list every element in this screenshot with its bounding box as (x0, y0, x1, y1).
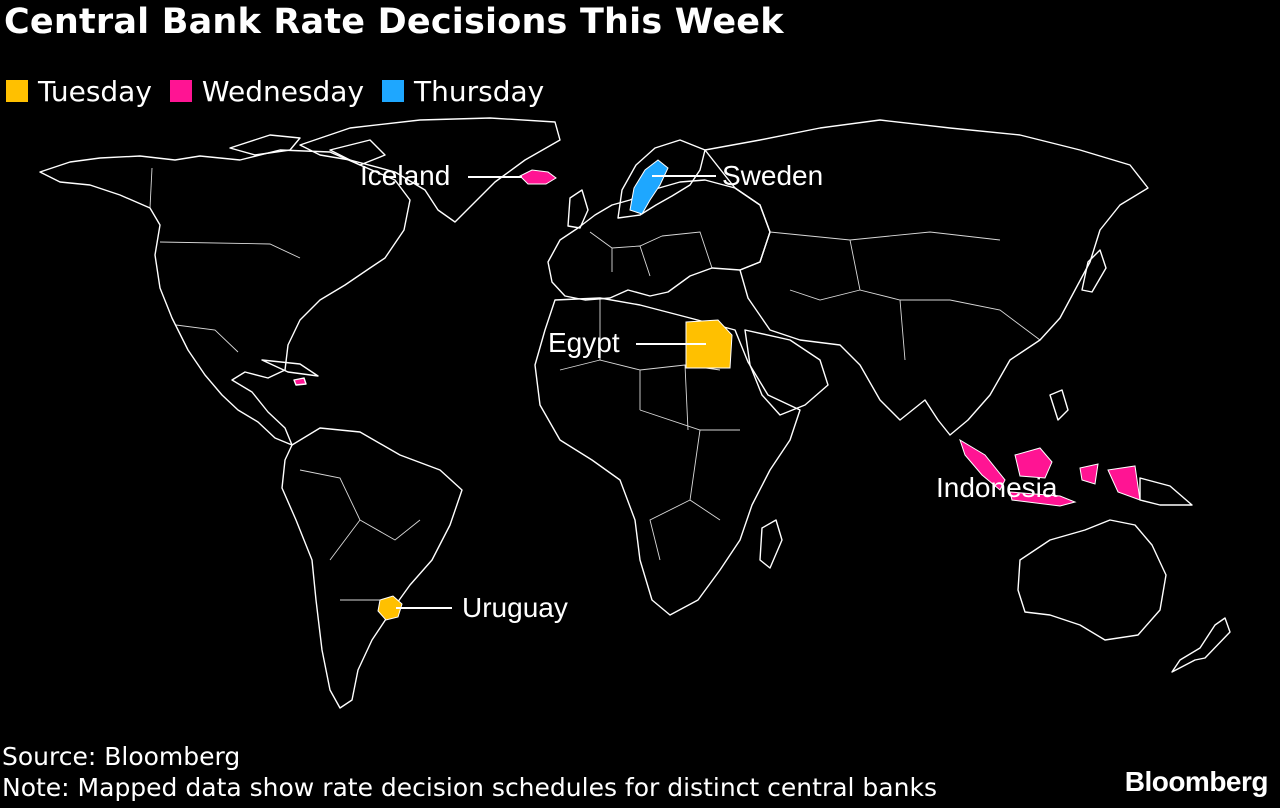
us-canada-border (159, 241, 301, 259)
source-note: Source: Bloomberg (2, 742, 241, 771)
new-zealand-outline (1171, 617, 1231, 673)
world-map: Iceland Sweden Egypt Indonesia Uruguay (39, 117, 1231, 709)
africa-outline (534, 297, 801, 616)
south-america-borders (299, 469, 421, 601)
uruguay-label: Uruguay (462, 592, 568, 623)
south-america-outline (281, 427, 463, 709)
egypt-label: Egypt (548, 327, 620, 358)
sweden-shape (629, 159, 669, 215)
philippines-outline (1049, 389, 1069, 421)
legend-item-tuesday: Tuesday (6, 75, 152, 108)
scandinavia-outline (617, 139, 706, 219)
legend-label-thursday: Thursday (414, 74, 545, 108)
asia-borders (769, 231, 1041, 361)
europe-outline (547, 179, 771, 301)
australia-outline (1017, 519, 1167, 641)
arctic-islands-outline (229, 134, 386, 166)
indonesia-shape (959, 438, 1141, 507)
europe-borders (589, 231, 713, 277)
legend-label-wednesday: Wednesday (201, 74, 365, 108)
legend-swatch-thursday (382, 80, 405, 102)
legend-swatch-tuesday (6, 80, 28, 102)
footnote: Note: Mapped data show rate decision sch… (2, 773, 937, 802)
egypt-shape (685, 319, 733, 369)
cuba-outline (261, 359, 319, 377)
hispaniola-outline (293, 377, 307, 386)
us-mexico-border (175, 324, 239, 353)
legend-item-thursday: Thursday (382, 75, 544, 108)
africa-borders (559, 298, 740, 561)
uk-outline (567, 189, 589, 229)
madagascar-outline (759, 519, 783, 569)
legend-swatch-wednesday (169, 80, 192, 102)
greenland-outline (299, 117, 561, 223)
japan-outline (1081, 249, 1107, 293)
arabia-outline (744, 329, 829, 416)
alaska-border (149, 167, 153, 209)
asia-outline (704, 119, 1149, 436)
chart-title: Central Bank Rate Decisions This Week (4, 2, 784, 42)
indonesia-label: Indonesia (936, 472, 1058, 503)
uruguay-shape (377, 595, 403, 621)
sweden-label: Sweden (722, 160, 823, 191)
bloomberg-logo: Bloomberg (1124, 766, 1269, 797)
legend-label-tuesday: Tuesday (38, 74, 152, 108)
iceland-shape (519, 169, 557, 185)
legend: Tuesday Wednesday Thursday (6, 74, 562, 108)
iceland-label: Iceland (360, 160, 450, 191)
north-america-outline (39, 149, 411, 446)
papua-new-guinea-outline (1139, 477, 1193, 506)
legend-item-wednesday: Wednesday (169, 74, 365, 108)
